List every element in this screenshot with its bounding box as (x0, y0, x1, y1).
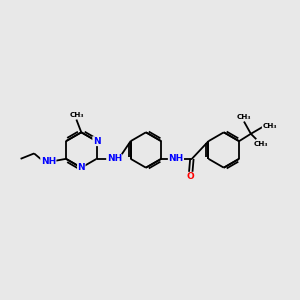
Text: NH: NH (168, 154, 184, 163)
Text: CH₃: CH₃ (262, 123, 277, 129)
Text: CH₃: CH₃ (69, 112, 84, 118)
Text: CH₃: CH₃ (237, 114, 251, 120)
Text: NH: NH (41, 157, 56, 166)
Text: N: N (77, 163, 85, 172)
Text: CH₃: CH₃ (254, 141, 268, 147)
Text: N: N (93, 137, 101, 146)
Text: O: O (187, 172, 194, 181)
Text: NH: NH (106, 154, 122, 163)
